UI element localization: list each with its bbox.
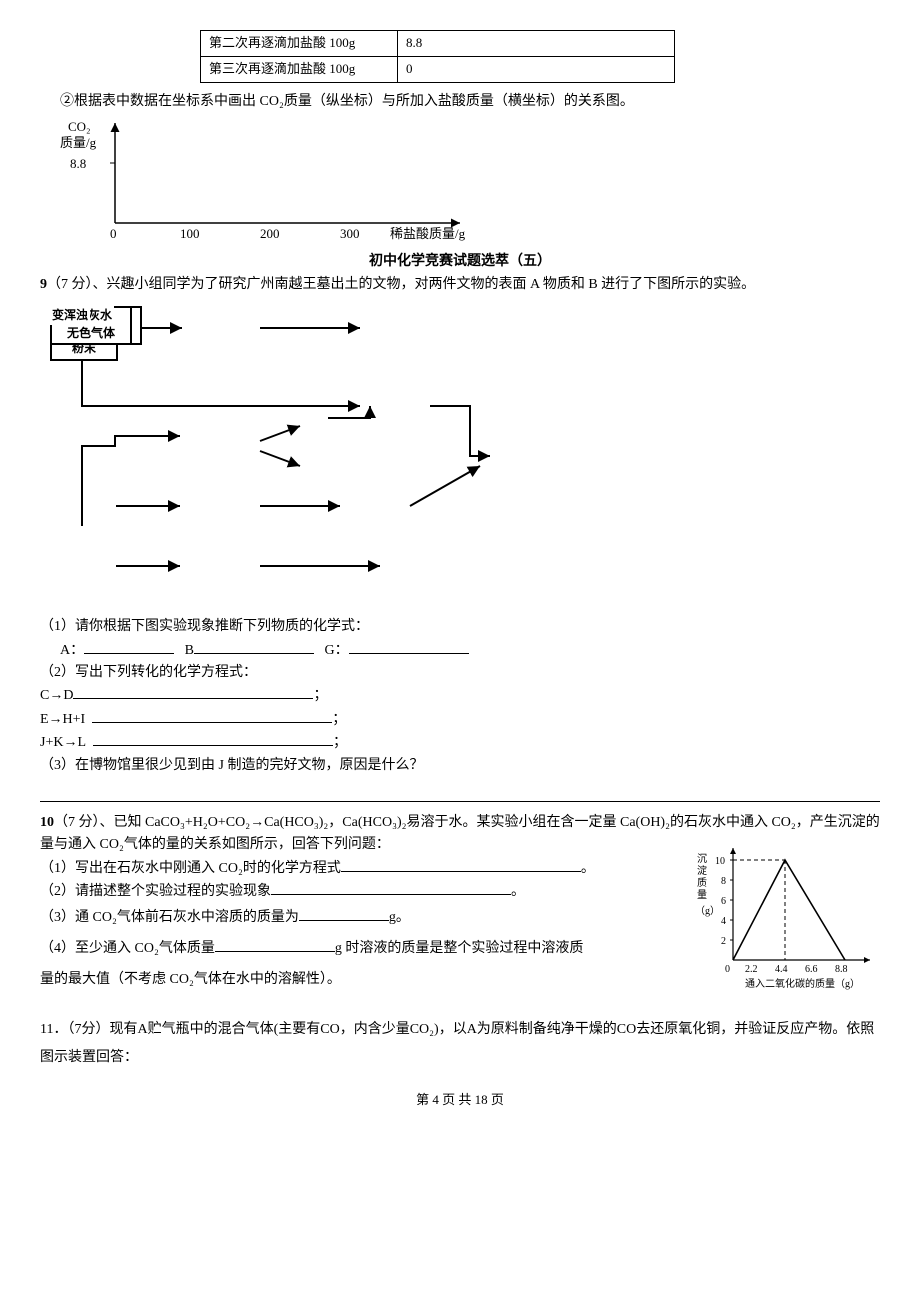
q10-block: 10（7 分）、已知 CaCO₃+H₂O+CO₂→Ca(HCO₃)₂，Ca(HC… [40,812,880,996]
y-axis-label2: 质量/g [60,135,97,150]
svg-text:8.8: 8.8 [835,964,848,975]
svg-text:4: 4 [721,916,726,927]
q10-4a: （4）至少通入 CO₂气体质量 [40,941,215,956]
q9-2a: C→D； [40,684,880,707]
blank-EHI[interactable] [92,708,332,723]
svg-text:淀: 淀 [697,864,707,877]
svg-text:0: 0 [725,964,730,975]
q9-2-prompt: （2）写出下列转化的化学方程式： [40,662,880,684]
svg-text:量: 量 [697,889,707,901]
q9-1-prompt: （1）请你根据下图实验现象推断下列物质的化学式： [40,616,880,638]
section-5-title: 初中化学竞赛试题选萃（五） [40,251,880,273]
label-B: B [185,643,194,658]
page-footer: 第 4 页 共 18 页 [40,1090,880,1111]
q11: 11．（7分）现有A贮气瓶中的混合气体(主要有CO，内含少量CO₂)，以A为原料… [40,1016,880,1072]
table-cell: 第二次再逐滴加盐酸 100g [201,31,398,57]
x-tick-100: 100 [180,226,200,241]
q10-number: 10 [40,815,54,830]
svg-text:6: 6 [721,896,726,907]
instruction-2: ②根据表中数据在坐标系中画出 CO₂质量（纵坐标）与所加入盐酸质量（横坐标）的关… [60,91,880,113]
q9-3: （3）在博物馆里很少见到由 J 制造的完好文物，原因是什么？ [40,755,880,777]
blank-A[interactable] [84,639,174,654]
q10-line-chart: 2 4 6 8 10 2.2 4.4 6.6 8.8 0 沉 淀 质 [695,842,880,1005]
blank-G[interactable] [349,639,469,654]
q9-2c-label: J+K→L [40,735,86,750]
q9-2a-label: C→D [40,688,73,703]
svg-text:（g）: （g） [695,905,720,917]
q10-2-tail: 。 [511,884,525,899]
y-tick-8-8: 8.8 [70,156,86,171]
q10-3b: g。 [389,910,410,925]
svg-text:8: 8 [721,876,726,887]
q10-1-tail: 。 [581,861,595,876]
table-row: 第二次再逐滴加盐酸 100g 8.8 [201,31,675,57]
q9-1-answers: A： B G： [60,639,880,662]
edge-label-turbid: 变浑浊 [50,306,90,325]
label-G: G： [324,643,348,658]
q10-4: （4）至少通入 CO₂气体质量 g 时溶液的质量是整个实验过程中溶液质 [40,934,680,965]
table-cell: 8.8 [398,31,675,57]
table-cell: 0 [398,56,675,82]
separator [40,801,880,802]
svg-text:4.4: 4.4 [775,964,788,975]
q9-intro: 9（7 分）、兴趣小组同学为了研究广州南越王墓出土的文物，对两件文物的表面 A … [40,274,880,296]
y-axis-label: CO₂ [68,119,91,134]
label-A: A： [60,643,84,658]
svg-text:通入二氧化碳的质量（g）: 通入二氧化碳的质量（g） [745,977,860,990]
flowchart: A红棕色固体 盐酸 C黄色溶液 NOH溶液 D红褐色沉淀 高温 J黑色粉末 H … [50,306,580,606]
x-tick-0: 0 [110,226,117,241]
svg-text:2.2: 2.2 [745,964,758,975]
x-tick-200: 200 [260,226,280,241]
table-cell: 第三次再逐滴加盐酸 100g [201,56,398,82]
q9-number: 9 [40,277,47,292]
q10-2-text: （2）请描述整个实验过程的实验现象 [40,884,271,899]
co2-axes-chart: CO₂ 质量/g 8.8 0 100 200 300 稀盐酸质量/g [60,113,880,251]
blank-CD[interactable] [73,684,313,699]
x-axis-label: 稀盐酸质量/g [390,226,466,241]
blank-q10-2[interactable] [271,880,511,895]
blank-q10-4[interactable] [215,937,335,952]
svg-text:10: 10 [715,856,725,867]
q9-2b: E→H+I ； [40,708,880,731]
q10-4b: g 时溶液的质量是整个实验过程中溶液质 [335,941,584,956]
x-tick-300: 300 [340,226,360,241]
svg-text:沉: 沉 [697,852,707,865]
q9-2c: J+K→L ； [40,731,880,754]
q9-intro-text: （7 分）、兴趣小组同学为了研究广州南越王墓出土的文物，对两件文物的表面 A 物… [47,277,755,292]
svg-text:质: 质 [697,877,707,889]
blank-B[interactable] [194,639,314,654]
blank-q10-3[interactable] [299,906,389,921]
table-row: 第三次再逐滴加盐酸 100g 0 [201,56,675,82]
q10-1-text: （1）写出在石灰水中刚通入 CO₂时的化学方程式 [40,861,341,876]
svg-text:6.6: 6.6 [805,964,818,975]
q10-3a: （3）通 CO₂气体前石灰水中溶质的质量为 [40,910,299,925]
q9-2b-label: E→H+I [40,712,85,727]
blank-q10-1[interactable] [341,857,581,872]
blank-JKL[interactable] [93,731,333,746]
top-data-table: 第二次再逐滴加盐酸 100g 8.8 第三次再逐滴加盐酸 100g 0 [200,30,675,83]
svg-text:2: 2 [721,936,726,947]
